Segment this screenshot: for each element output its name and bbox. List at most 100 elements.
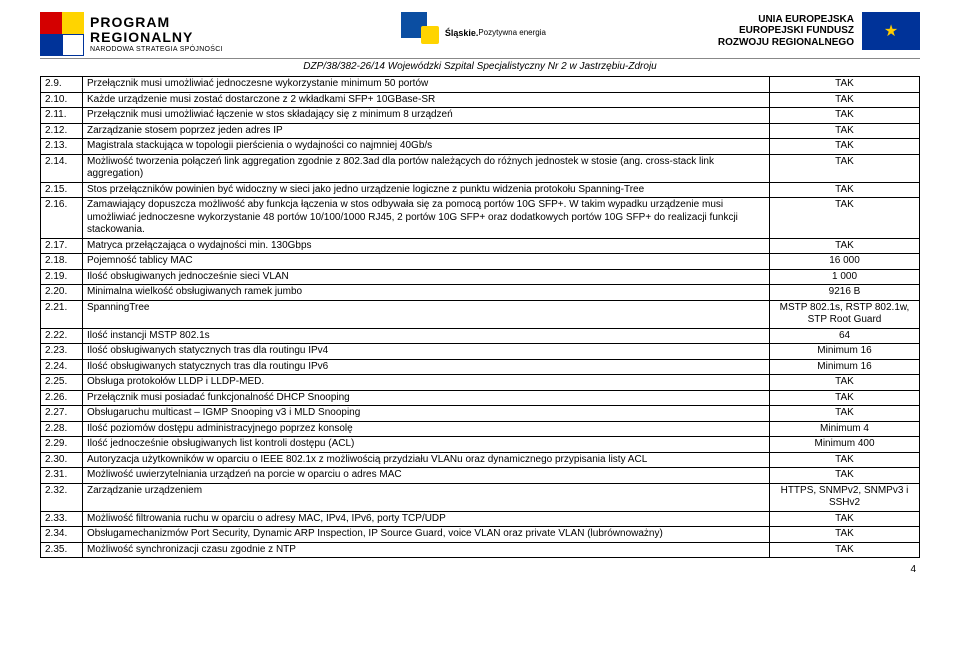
- row-value: TAK: [770, 527, 920, 543]
- row-description: Minimalna wielkość obsługiwanych ramek j…: [83, 285, 770, 301]
- pr-sub: NARODOWA STRATEGIA SPÓJNOŚCI: [90, 46, 223, 54]
- slaskie-icon: [395, 12, 445, 52]
- row-description: Ilość obsługiwanych jednocześnie sieci V…: [83, 269, 770, 285]
- row-description: Przełącznik musi umożliwiać łączenie w s…: [83, 108, 770, 124]
- row-value: TAK: [770, 198, 920, 239]
- row-number: 2.30.: [41, 452, 83, 468]
- row-number: 2.28.: [41, 421, 83, 437]
- row-description: Przełącznik musi posiadać funkcjonalność…: [83, 390, 770, 406]
- row-number: 2.25.: [41, 375, 83, 391]
- table-row: 2.14.Możliwość tworzenia połączeń link a…: [41, 154, 920, 182]
- row-number: 2.27.: [41, 406, 83, 422]
- row-value: Minimum 16: [770, 344, 920, 360]
- table-row: 2.17.Matryca przełączająca o wydajności …: [41, 238, 920, 254]
- row-description: Matryca przełączająca o wydajności min. …: [83, 238, 770, 254]
- table-row: 2.22.Ilość instancji MSTP 802.1s64: [41, 328, 920, 344]
- row-description: Możliwość synchronizacji czasu zgodnie z…: [83, 542, 770, 558]
- row-number: 2.19.: [41, 269, 83, 285]
- row-value: TAK: [770, 452, 920, 468]
- table-row: 2.10.Każde urządzenie musi zostać dostar…: [41, 92, 920, 108]
- row-description: Stos przełączników powinien być widoczny…: [83, 182, 770, 198]
- doc-title: DZP/38/382-26/14 Wojewódzki Szpital Spec…: [40, 58, 920, 72]
- row-value: Minimum 4: [770, 421, 920, 437]
- table-row: 2.33.Możliwość filtrowania ruchu w oparc…: [41, 511, 920, 527]
- row-value: 16 000: [770, 254, 920, 270]
- row-description: Ilość obsługiwanych statycznych tras dla…: [83, 359, 770, 375]
- row-description: Możliwość tworzenia połączeń link aggreg…: [83, 154, 770, 182]
- row-value: TAK: [770, 390, 920, 406]
- row-value: TAK: [770, 154, 920, 182]
- table-row: 2.12.Zarządzanie stosem poprzez jeden ad…: [41, 123, 920, 139]
- table-row: 2.15.Stos przełączników powinien być wid…: [41, 182, 920, 198]
- row-value: TAK: [770, 375, 920, 391]
- row-description: Ilość poziomów dostępu administracyjnego…: [83, 421, 770, 437]
- row-number: 2.15.: [41, 182, 83, 198]
- row-description: Ilość obsługiwanych statycznych tras dla…: [83, 344, 770, 360]
- row-number: 2.18.: [41, 254, 83, 270]
- row-number: 2.21.: [41, 300, 83, 328]
- table-row: 2.32.Zarządzanie urządzeniemHTTPS, SNMPv…: [41, 483, 920, 511]
- row-value: 64: [770, 328, 920, 344]
- row-number: 2.20.: [41, 285, 83, 301]
- row-description: Możliwość uwierzytelniania urządzeń na p…: [83, 468, 770, 484]
- table-row: 2.31.Możliwość uwierzytelniania urządzeń…: [41, 468, 920, 484]
- slaskie-title: Śląskie.: [445, 28, 479, 38]
- table-row: 2.23.Ilość obsługiwanych statycznych tra…: [41, 344, 920, 360]
- eu-line3: ROZWOJU REGIONALNEGO: [718, 37, 854, 49]
- table-row: 2.29.Ilość jednocześnie obsługiwanych li…: [41, 437, 920, 453]
- row-number: 2.16.: [41, 198, 83, 239]
- page: PROGRAM REGIONALNY NARODOWA STRATEGIA SP…: [0, 0, 960, 575]
- row-number: 2.31.: [41, 468, 83, 484]
- table-row: 2.20.Minimalna wielkość obsługiwanych ra…: [41, 285, 920, 301]
- table-row: 2.35.Możliwość synchronizacji czasu zgod…: [41, 542, 920, 558]
- row-number: 2.12.: [41, 123, 83, 139]
- table-row: 2.27.Obsługaruchu multicast – IGMP Snoop…: [41, 406, 920, 422]
- row-description: Magistrala stackująca w topologii pierśc…: [83, 139, 770, 155]
- logo-eu: UNIA EUROPEJSKA EUROPEJSKI FUNDUSZ ROZWO…: [718, 12, 920, 50]
- table-row: 2.34.Obsługamechanizmów Port Security, D…: [41, 527, 920, 543]
- table-row: 2.25.Obsługa protokołów LLDP i LLDP-MED.…: [41, 375, 920, 391]
- row-number: 2.32.: [41, 483, 83, 511]
- row-value: TAK: [770, 182, 920, 198]
- logo-program-regionalny: PROGRAM REGIONALNY NARODOWA STRATEGIA SP…: [40, 12, 223, 56]
- row-number: 2.11.: [41, 108, 83, 124]
- row-value: TAK: [770, 406, 920, 422]
- pr-line2: REGIONALNY: [90, 30, 223, 45]
- spec-table: 2.9.Przełącznik musi umożliwiać jednocze…: [40, 76, 920, 558]
- row-description: Pojemność tablicy MAC: [83, 254, 770, 270]
- row-value: TAK: [770, 542, 920, 558]
- row-value: TAK: [770, 139, 920, 155]
- eu-text: UNIA EUROPEJSKA EUROPEJSKI FUNDUSZ ROZWO…: [718, 14, 854, 49]
- table-row: 2.16.Zamawiający dopuszcza możliwość aby…: [41, 198, 920, 239]
- row-value: TAK: [770, 511, 920, 527]
- row-number: 2.26.: [41, 390, 83, 406]
- row-number: 2.13.: [41, 139, 83, 155]
- slaskie-sub: Pozytywna energia: [478, 28, 546, 37]
- page-number: 4: [40, 558, 920, 575]
- table-row: 2.19.Ilość obsługiwanych jednocześnie si…: [41, 269, 920, 285]
- table-row: 2.28.Ilość poziomów dostępu administracy…: [41, 421, 920, 437]
- row-number: 2.22.: [41, 328, 83, 344]
- row-description: Zamawiający dopuszcza możliwość aby funk…: [83, 198, 770, 239]
- row-number: 2.29.: [41, 437, 83, 453]
- table-row: 2.26.Przełącznik musi posiadać funkcjona…: [41, 390, 920, 406]
- row-description: Obsługaruchu multicast – IGMP Snooping v…: [83, 406, 770, 422]
- eu-line1: UNIA EUROPEJSKA: [718, 14, 854, 26]
- pr-square-icon: [40, 12, 84, 56]
- row-number: 2.34.: [41, 527, 83, 543]
- row-number: 2.10.: [41, 92, 83, 108]
- table-row: 2.30.Autoryzacja użytkowników w oparciu …: [41, 452, 920, 468]
- row-value: 9216 B: [770, 285, 920, 301]
- row-description: Obsługa protokołów LLDP i LLDP-MED.: [83, 375, 770, 391]
- row-number: 2.23.: [41, 344, 83, 360]
- row-value: TAK: [770, 108, 920, 124]
- row-description: Każde urządzenie musi zostać dostarczone…: [83, 92, 770, 108]
- header-logos: PROGRAM REGIONALNY NARODOWA STRATEGIA SP…: [40, 12, 920, 56]
- table-row: 2.11.Przełącznik musi umożliwiać łączeni…: [41, 108, 920, 124]
- row-value: HTTPS, SNMPv2, SNMPv3 i SSHv2: [770, 483, 920, 511]
- row-value: TAK: [770, 238, 920, 254]
- row-value: Minimum 400: [770, 437, 920, 453]
- row-description: Ilość instancji MSTP 802.1s: [83, 328, 770, 344]
- pr-text: PROGRAM REGIONALNY NARODOWA STRATEGIA SP…: [90, 15, 223, 53]
- table-row: 2.24.Ilość obsługiwanych statycznych tra…: [41, 359, 920, 375]
